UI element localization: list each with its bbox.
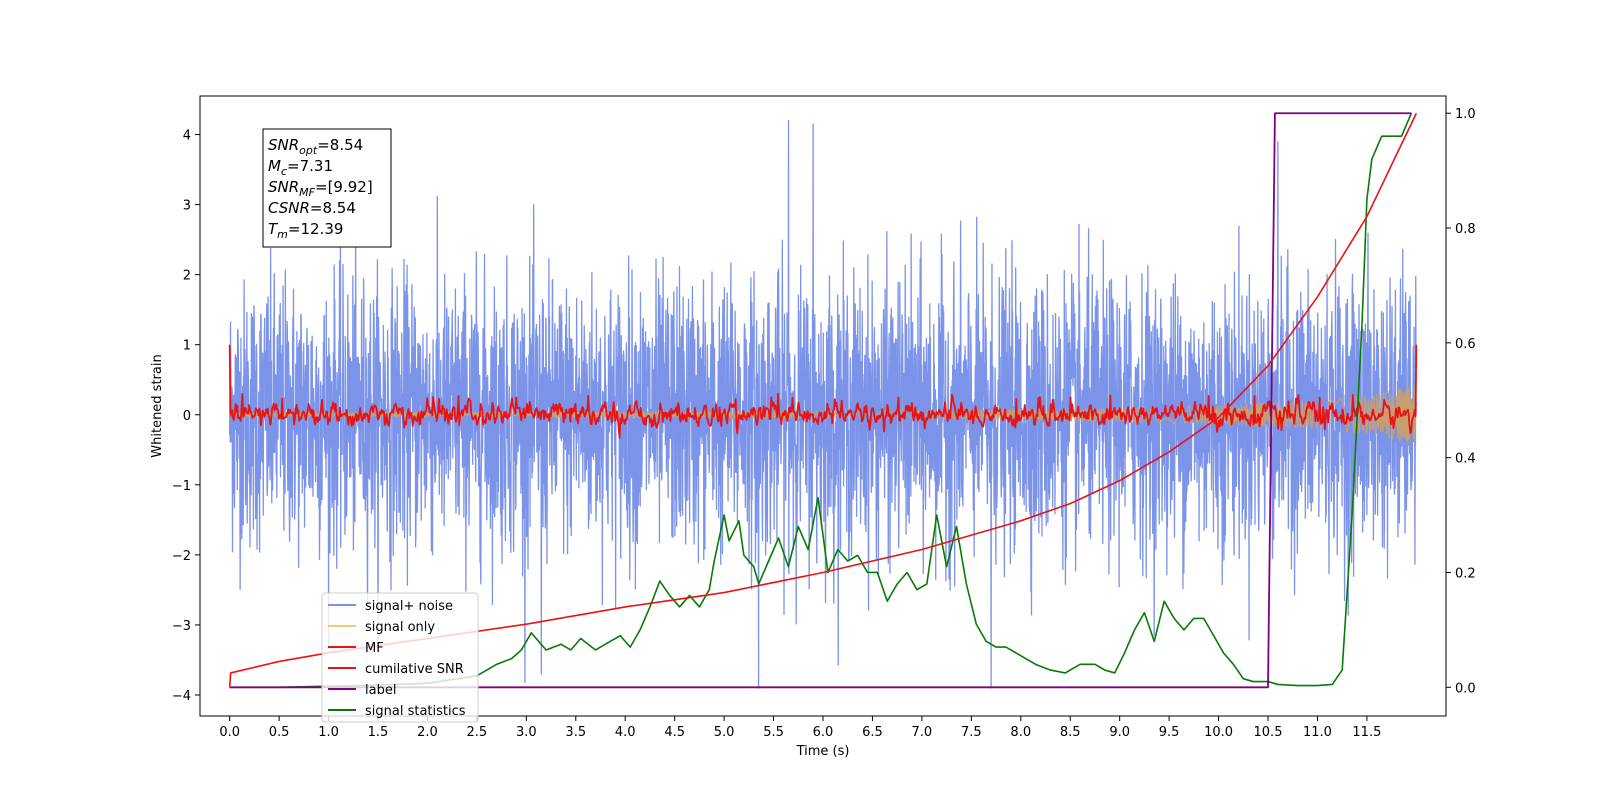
legend-label: MF	[365, 641, 384, 656]
y-left-tick-label: −4	[172, 689, 191, 704]
y-left-tick-label: −2	[172, 549, 191, 564]
y-left-tick-label: −3	[172, 619, 191, 634]
y-left-tick-label: 4	[183, 129, 191, 144]
x-tick-label: 0.0	[219, 725, 240, 740]
x-tick-label: 4.5	[664, 725, 685, 740]
y-left-tick-label: −1	[172, 479, 191, 494]
y-right-tick-label: 0.8	[1455, 222, 1476, 237]
x-axis: 0.0 0.5 1.0 1.5 2.0 2.5 3.0 3.5 4.0 4.5 5.0 5.5 6.0 6…	[219, 716, 1381, 740]
x-tick-label: 6.0	[813, 725, 834, 740]
annotation-subscript: MF	[299, 186, 315, 199]
y-left-tick-label: 0	[183, 409, 191, 424]
x-tick-label: 10.5	[1254, 725, 1283, 740]
annotation-value: =7.31	[287, 157, 333, 175]
legend-label: signal only	[365, 620, 435, 635]
legend-label: label	[365, 683, 396, 698]
annotation-symbol: SNR	[268, 178, 299, 196]
x-tick-label: 2.0	[417, 725, 438, 740]
x-axis-label: Time (s)	[796, 744, 850, 759]
legend-label: cumilative SNR	[365, 662, 464, 677]
x-tick-label: 3.5	[565, 725, 586, 740]
y-left-tick-label: 1	[183, 339, 191, 354]
annotation-symbol: T	[268, 220, 279, 238]
annotation-symbol: SNR	[268, 136, 299, 154]
series-label	[229, 112, 1412, 689]
legend-frame	[321, 592, 479, 723]
y-right-tick-label: 0.0	[1455, 681, 1476, 696]
legend-label: signal statistics	[365, 704, 466, 719]
annotation-subscript: c	[281, 165, 287, 178]
x-tick-label: 9.0	[1109, 725, 1130, 740]
x-tick-label: 0.5	[269, 725, 290, 740]
legend: signal+ noise signal only MF cumilative SNR…	[321, 592, 479, 723]
annotation-value: =[9.92]	[315, 178, 373, 196]
annotation-symbol: CSNR	[268, 199, 310, 217]
x-tick-label: 11.5	[1352, 725, 1381, 740]
x-tick-label: 1.5	[368, 725, 389, 740]
x-tick-label: 7.5	[961, 725, 982, 740]
x-tick-label: 3.0	[516, 725, 537, 740]
y-left-tick-label: 2	[183, 269, 191, 284]
x-tick-label: 10.0	[1204, 725, 1233, 740]
x-tick-label: 7.0	[912, 725, 933, 740]
y-right-tick-label: 0.2	[1455, 566, 1476, 581]
y-right-tick-label: 1.0	[1455, 107, 1476, 122]
annotation-text: SNRopt=8.54 Mc=7.31 SNRMF=[9.92] CSNR=8.54 T…	[268, 136, 373, 241]
y-right-tick-label: 0.4	[1455, 452, 1476, 467]
y-axis-right: 1.0 0.8 0.6 0.4 0.2 0.0	[1446, 107, 1476, 696]
x-tick-label: 5.5	[763, 725, 784, 740]
x-tick-label: 6.5	[862, 725, 883, 740]
series-mf	[228, 344, 1418, 439]
x-tick-label: 9.5	[1159, 725, 1180, 740]
y-left-tick-label: 3	[183, 199, 191, 214]
stats-annotation-box: SNRopt=8.54 Mc=7.31 SNRMF=[9.92] CSNR=8.54 T…	[262, 128, 392, 248]
x-tick-label: 5.0	[714, 725, 735, 740]
x-tick-label: 11.0	[1303, 725, 1332, 740]
legend-label: signal+ noise	[365, 599, 453, 614]
annotation-value: =8.54	[310, 199, 356, 217]
x-tick-label: 2.5	[467, 725, 488, 740]
annotation-value: =8.54	[317, 136, 363, 154]
annotation-subscript: opt	[299, 144, 318, 157]
y-right-tick-label: 0.6	[1455, 337, 1476, 352]
series-signal-statistics	[229, 112, 1413, 689]
y-axis-label: Whitened strain	[150, 354, 165, 457]
annotation-frame	[262, 128, 392, 248]
series-layer	[228, 112, 1418, 689]
x-tick-label: 8.0	[1010, 725, 1031, 740]
annotation-subscript: m	[277, 228, 288, 241]
x-tick-label: 4.0	[615, 725, 636, 740]
y-axis-left: 4 3 2 1 0 −1 −2 −3 −4	[172, 129, 200, 704]
x-tick-label: 8.5	[1060, 725, 1081, 740]
annotation-symbol: M	[268, 157, 281, 175]
annotation-value: =12.39	[288, 220, 344, 238]
x-tick-label: 1.0	[318, 725, 339, 740]
